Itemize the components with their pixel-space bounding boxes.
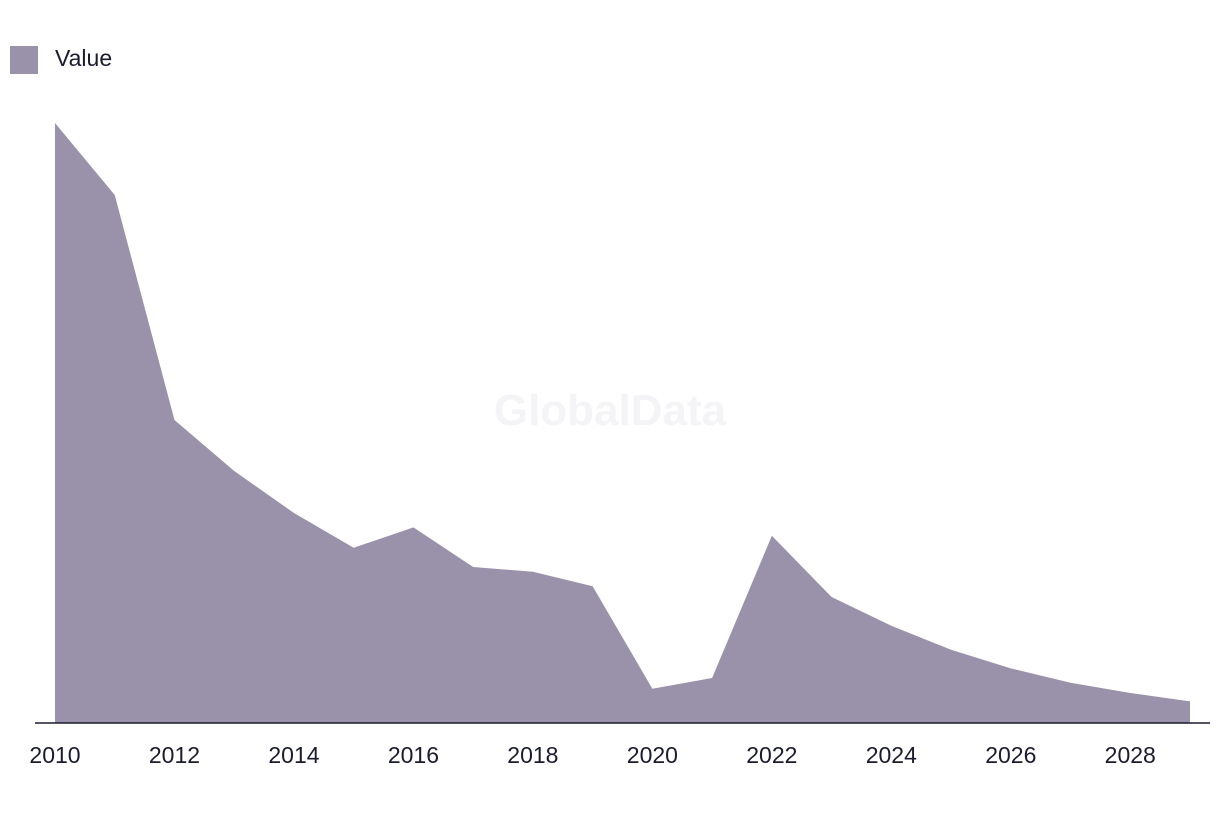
x-tick-label-2022: 2022	[746, 742, 797, 768]
x-tick-label-2018: 2018	[507, 742, 558, 768]
x-tick-label-2012: 2012	[149, 742, 200, 768]
area-series-value	[55, 123, 1190, 723]
watermark: GlobalData	[494, 386, 727, 435]
x-tick-label-2016: 2016	[388, 742, 439, 768]
plot-area	[55, 123, 1190, 723]
legend-swatch	[10, 46, 38, 74]
x-tick-label-2026: 2026	[985, 742, 1036, 768]
x-tick-label-2010: 2010	[29, 742, 80, 768]
legend: Value	[10, 45, 112, 74]
x-tick-label-2014: 2014	[268, 742, 319, 768]
x-axis-ticks: 2010 2012 2014 2016 2018 2020 2022 2024 2026 2028	[29, 742, 1155, 768]
x-tick-label-2028: 2028	[1105, 742, 1156, 768]
x-tick-label-2024: 2024	[866, 742, 917, 768]
x-tick-label-2020: 2020	[627, 742, 678, 768]
legend-label: Value	[55, 45, 112, 71]
